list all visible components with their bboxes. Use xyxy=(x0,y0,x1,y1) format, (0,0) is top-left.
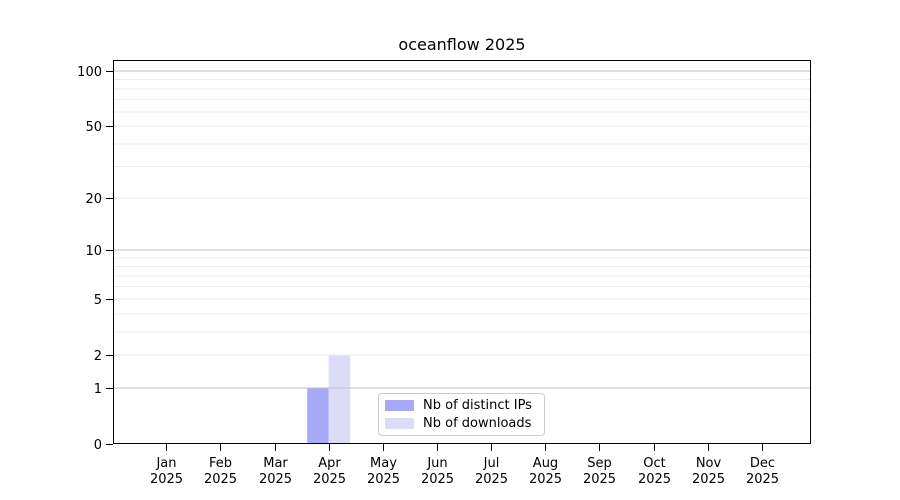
x-tick-label-year: 2025 xyxy=(529,472,562,487)
x-tick-label-year: 2025 xyxy=(746,472,779,487)
x-tick-label-year: 2025 xyxy=(150,472,183,487)
y-tick-label: 100 xyxy=(77,65,102,80)
x-tick-label-year: 2025 xyxy=(259,472,292,487)
x-tick-label-year: 2025 xyxy=(475,472,508,487)
x-tick-label-year: 2025 xyxy=(692,472,725,487)
legend-swatch xyxy=(385,417,414,429)
axes-frame xyxy=(113,60,811,444)
x-tick-label-month: Jul xyxy=(483,456,500,471)
x-tick-label-year: 2025 xyxy=(583,472,616,487)
x-tick-label-month: Apr xyxy=(318,456,341,471)
y-tick-label: 0 xyxy=(94,438,102,453)
bar-nb-of-distinct-ips xyxy=(307,387,329,444)
legend-label: Nb of distinct IPs xyxy=(423,398,532,414)
x-tick-label-month: Nov xyxy=(696,456,722,471)
x-tick-label-month: Feb xyxy=(209,456,232,471)
legend: Nb of distinct IPs Nb of downloads xyxy=(378,393,545,436)
y-tick-label: 20 xyxy=(85,192,102,207)
chart-title: oceanflow 2025 xyxy=(398,35,526,54)
x-tick-label-year: 2025 xyxy=(204,472,237,487)
legend-row: Nb of downloads xyxy=(379,415,544,431)
x-tick-label-year: 2025 xyxy=(421,472,454,487)
x-tick-label-year: 2025 xyxy=(367,472,400,487)
x-tick-label-month: Aug xyxy=(533,456,558,471)
x-tick-label-year: 2025 xyxy=(313,472,346,487)
x-tick-label-month: Oct xyxy=(643,456,665,471)
x-tick-label-year: 2025 xyxy=(638,472,671,487)
x-tick-label-month: Mar xyxy=(263,456,288,471)
y-tick-label: 5 xyxy=(94,293,102,308)
x-tick-label-month: Jun xyxy=(426,456,447,471)
bar-nb-of-downloads xyxy=(328,355,351,444)
y-tick-label: 10 xyxy=(85,244,102,259)
x-tick-label-month: Dec xyxy=(750,456,775,471)
legend-row: Nb of distinct IPs xyxy=(379,398,544,414)
legend-label: Nb of downloads xyxy=(423,415,532,431)
y-tick-label: 2 xyxy=(94,349,102,364)
y-tick-label: 1 xyxy=(94,382,102,397)
y-tick-label: 50 xyxy=(85,120,102,135)
x-tick-label-month: May xyxy=(370,456,397,471)
x-tick-label-month: Jan xyxy=(155,456,176,471)
x-tick-label-month: Sep xyxy=(587,456,612,471)
legend-swatch xyxy=(385,400,414,412)
